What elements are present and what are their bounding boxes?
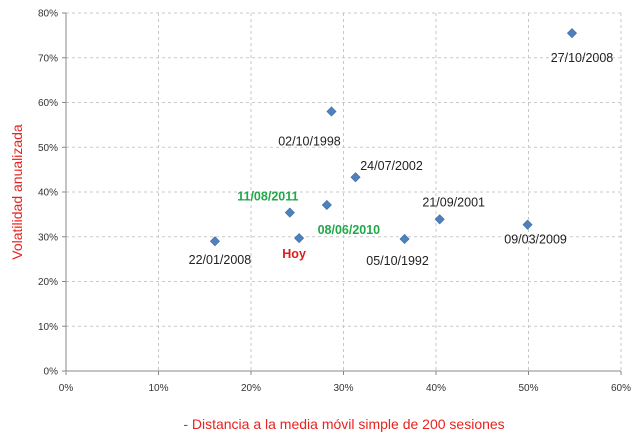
data-point-marker	[284, 207, 295, 218]
x-tick-label: 30%	[333, 383, 353, 394]
y-tick-label: 60%	[38, 98, 58, 109]
x-tick-label: 10%	[148, 383, 168, 394]
point-label: 09/03/2009	[504, 233, 567, 247]
data-point-marker	[321, 199, 332, 211]
y-axis-title: Volatilidad anualizada	[9, 124, 25, 260]
x-tick-labels: 0% 10% 20% 30% 40% 50% 60%	[59, 383, 631, 394]
point-label: 05/10/1992	[366, 254, 429, 268]
data-points	[209, 28, 577, 247]
point-labels: 27/10/2008 02/10/1998 24/07/2002 11/08/2011…	[189, 51, 614, 268]
point-label: 27/10/2008	[551, 51, 614, 65]
axes	[62, 12, 622, 375]
data-point-marker	[209, 236, 220, 247]
point-label: 08/06/2010	[318, 223, 381, 237]
y-tick-label: 30%	[38, 232, 58, 243]
y-tick-label: 70%	[38, 53, 58, 64]
y-tick-label: 40%	[38, 188, 58, 199]
y-tick-labels: 0% 10% 20% 30% 40% 50% 60% 70% 80%	[38, 9, 58, 378]
x-tick-label: 40%	[426, 383, 446, 394]
data-point-marker	[399, 233, 410, 245]
x-tick-label: 50%	[518, 383, 538, 394]
x-tick-label: 0%	[59, 383, 74, 394]
point-label: 02/10/1998	[278, 134, 341, 148]
y-tick-label: 20%	[38, 277, 58, 288]
point-label: 11/08/2011	[237, 190, 298, 204]
data-point-marker	[294, 233, 305, 244]
data-point-marker	[434, 214, 445, 225]
point-label: 22/01/2008	[189, 253, 252, 267]
x-axis-title: - Distancia a la media móvil simple de 2…	[183, 416, 504, 432]
data-point-marker	[566, 28, 577, 39]
x-tick-label: 60%	[611, 383, 631, 394]
gridlines	[66, 12, 622, 371]
point-label: Hoy	[282, 247, 306, 261]
data-point-marker	[350, 172, 361, 183]
point-label: 24/07/2002	[360, 159, 423, 173]
point-label: 21/09/2001	[422, 195, 485, 209]
y-tick-label: 80%	[38, 9, 58, 20]
y-tick-label: 50%	[38, 143, 58, 154]
data-point-marker	[326, 106, 337, 117]
y-tick-label: 0%	[44, 367, 59, 378]
y-tick-label: 10%	[38, 322, 58, 333]
x-tick-label: 20%	[241, 383, 261, 394]
data-point-marker	[522, 219, 533, 230]
